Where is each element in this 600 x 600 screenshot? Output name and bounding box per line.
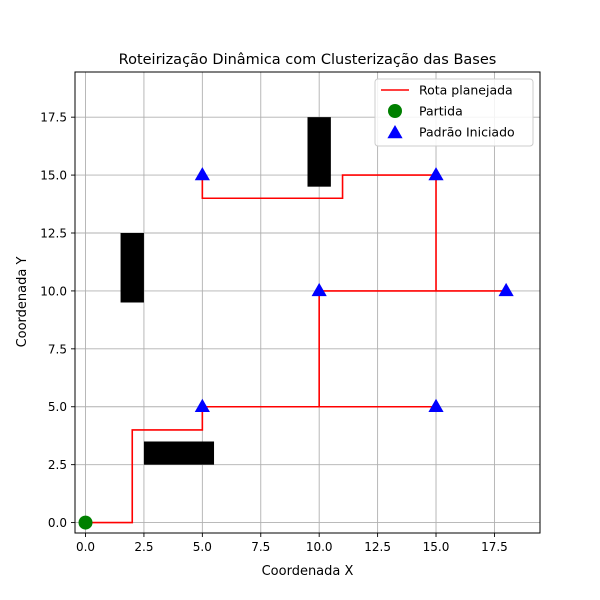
x-tick-label: 17.5 <box>481 540 508 554</box>
legend-label: Partida <box>419 104 463 119</box>
legend-swatch-circle <box>388 104 402 118</box>
ticks: 0.0 2.5 5.0 7.5 10.0 12.5 15.0 17.5 0.0 2.5 5.0 7.5… <box>40 111 508 554</box>
base-marker <box>311 282 327 297</box>
legend: Rota planejada Partida Padrão Iniciado <box>374 78 534 147</box>
y-tick-label: 10.0 <box>40 284 67 298</box>
x-tick-label: 0.0 <box>76 540 95 554</box>
legend-label: Rota planejada <box>419 83 513 98</box>
obstacle-rect <box>120 233 144 303</box>
obstacle-rect <box>307 117 331 187</box>
y-tick-label: 7.5 <box>48 342 67 356</box>
x-tick-label: 5.0 <box>193 540 212 554</box>
chart-title: Roteirização Dinâmica com Clusterização … <box>119 52 497 68</box>
y-tick-label: 5.0 <box>48 400 67 414</box>
start-marker <box>78 515 93 530</box>
obstacles <box>120 117 331 465</box>
base-marker <box>428 398 444 412</box>
legend-box <box>374 78 534 147</box>
y-tick-label: 0.0 <box>48 516 67 530</box>
axes-frame <box>74 71 541 534</box>
base-marker <box>428 167 444 181</box>
x-axis-label: Coordenada X <box>262 564 354 579</box>
y-tick-label: 12.5 <box>40 227 67 241</box>
obstacle-rect <box>143 441 215 465</box>
legend-label: Padrão Iniciado <box>419 125 515 140</box>
x-tick-label: 7.5 <box>251 540 270 554</box>
y-axis-label: Coordenada Y <box>15 257 30 348</box>
x-tick-label: 12.5 <box>364 540 391 554</box>
y-tick-label: 2.5 <box>48 458 67 472</box>
x-tick-label: 15.0 <box>423 540 450 554</box>
base-marker <box>194 167 210 181</box>
y-tick-label: 15.0 <box>40 169 67 183</box>
x-tick-label: 10.0 <box>306 540 333 554</box>
markers <box>78 167 514 530</box>
base-marker <box>498 282 514 297</box>
y-tick-label: 17.5 <box>40 111 67 125</box>
x-tick-label: 2.5 <box>134 540 153 554</box>
base-marker <box>194 398 210 412</box>
legend-swatch-triangle <box>387 125 403 139</box>
